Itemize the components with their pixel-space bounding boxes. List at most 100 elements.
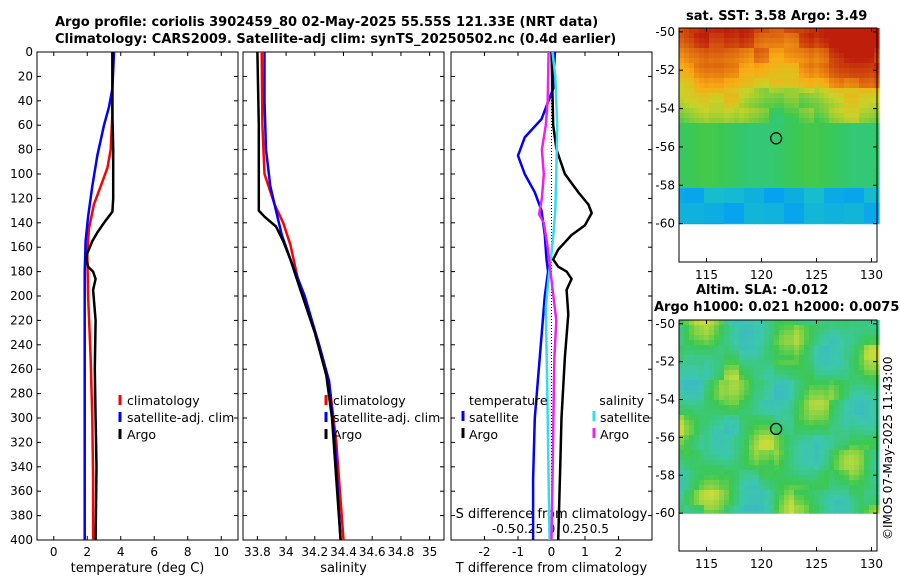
- map-cell: [814, 455, 820, 461]
- map-cell: [789, 223, 795, 225]
- map-cell: [764, 430, 770, 436]
- map-cell: [769, 390, 775, 396]
- map-cell: [774, 500, 780, 506]
- map-cell: [794, 465, 800, 471]
- map-cell: [849, 153, 855, 159]
- map-cell: [849, 355, 855, 361]
- map-cell: [864, 440, 870, 446]
- map-cell: [784, 490, 790, 496]
- map-cell: [854, 103, 860, 109]
- map-cell: [729, 390, 735, 396]
- map-cell: [814, 475, 820, 481]
- map-cell: [809, 103, 815, 109]
- map-cell: [789, 485, 795, 491]
- map-cell: [869, 123, 875, 129]
- map-cell: [849, 500, 855, 506]
- map-cell: [689, 455, 695, 461]
- map-cell: [844, 395, 850, 401]
- map-cell: [809, 450, 815, 456]
- map-cell: [704, 410, 710, 416]
- map-cell: [704, 133, 710, 139]
- map-cell: [714, 98, 720, 104]
- map-cell: [694, 73, 700, 79]
- map-cell: [864, 470, 870, 476]
- map-cell: [744, 123, 750, 129]
- series-line-salinity-argo: [537, 51, 558, 541]
- map-cell: [779, 43, 785, 49]
- map-cell: [699, 203, 705, 209]
- map-cell: [779, 375, 785, 381]
- map-cell: [769, 193, 775, 199]
- map-cell: [709, 485, 715, 491]
- map-cell: [784, 440, 790, 446]
- map-cell: [784, 335, 790, 341]
- map-cell: [724, 425, 730, 431]
- map-cell: [739, 183, 745, 189]
- map-cell: [819, 133, 825, 139]
- map-cell: [824, 475, 830, 481]
- map-cell: [839, 470, 845, 476]
- map-cell: [694, 340, 700, 346]
- map-cell: [759, 435, 765, 441]
- map-cell: [784, 168, 790, 174]
- map-cell: [734, 128, 740, 134]
- map-cell: [859, 108, 865, 114]
- map-cell: [689, 53, 695, 59]
- map-cell: [764, 98, 770, 104]
- map-cell: [829, 495, 835, 501]
- map-cell: [754, 480, 760, 486]
- map-cell: [689, 33, 695, 39]
- map-cell: [724, 330, 730, 336]
- map-cell: [709, 148, 715, 154]
- map-cell: [849, 53, 855, 59]
- map-cell: [739, 435, 745, 441]
- map-cell: [714, 28, 720, 34]
- map-cell: [859, 330, 865, 336]
- map-cell: [824, 430, 830, 436]
- map-cell: [869, 330, 875, 336]
- map-cell: [869, 178, 875, 184]
- map-cell: [709, 450, 715, 456]
- map-cell: [849, 370, 855, 376]
- map-cell: [704, 203, 710, 209]
- map-cell: [809, 335, 815, 341]
- map-cell: [824, 128, 830, 134]
- map-cell: [834, 450, 840, 456]
- map-cell: [854, 213, 860, 219]
- map-cell: [749, 153, 755, 159]
- map-cell: [764, 355, 770, 361]
- map-cell: [769, 28, 775, 34]
- map-cell: [759, 360, 765, 366]
- map-cell: [759, 350, 765, 356]
- map-cell: [869, 53, 875, 59]
- map-cell: [719, 63, 725, 69]
- map-cell: [739, 58, 745, 64]
- map-cell: [719, 198, 725, 204]
- map-cell: [819, 350, 825, 356]
- map-cell: [729, 355, 735, 361]
- map-cell: [809, 415, 815, 421]
- map-cell: [794, 335, 800, 341]
- map-cell: [864, 450, 870, 456]
- map-cell: [774, 410, 780, 416]
- map-cell: [764, 390, 770, 396]
- map-cell: [814, 73, 820, 79]
- map-cell: [719, 450, 725, 456]
- map-cell: [734, 360, 740, 366]
- map-cell: [754, 430, 760, 436]
- map-cell: [819, 420, 825, 426]
- map-cell: [734, 98, 740, 104]
- map-cell: [749, 505, 755, 511]
- map-cell: [734, 320, 740, 326]
- map-cell: [819, 223, 825, 225]
- map-cell: [749, 480, 755, 486]
- map-cell: [719, 400, 725, 406]
- map-cell: [734, 58, 740, 64]
- map-cell: [714, 395, 720, 401]
- map-cell: [844, 213, 850, 219]
- map-cell: [694, 203, 700, 209]
- map-cell: [679, 68, 685, 74]
- map-cell: [679, 460, 685, 466]
- map-cell: [729, 173, 735, 179]
- map-cell: [744, 420, 750, 426]
